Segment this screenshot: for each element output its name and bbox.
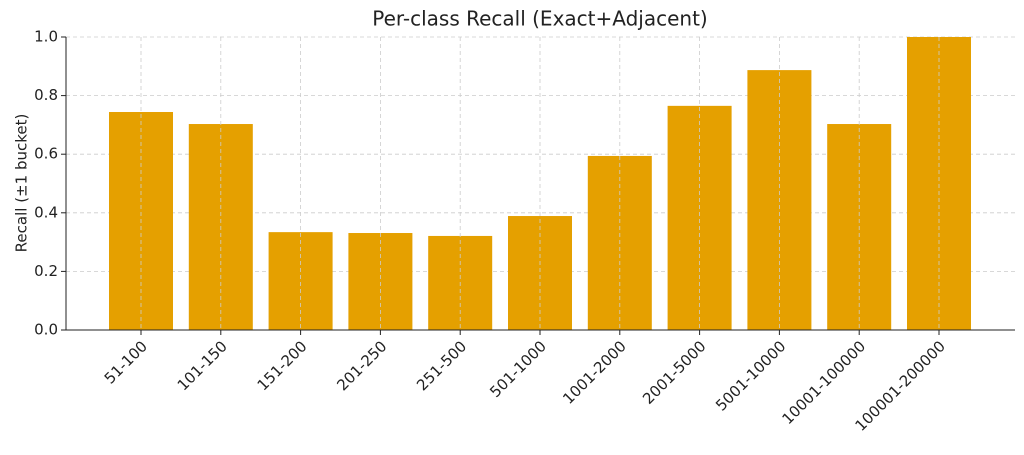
y-tick-label: 1.0 [34, 28, 58, 46]
x-tick-label: 151-200 [254, 337, 311, 394]
y-tick-label: 0.8 [34, 86, 58, 104]
y-axis-label: Recall (±1 bucket) [13, 114, 31, 253]
x-tick-label: 251-500 [413, 337, 470, 394]
x-tick-label: 101-150 [174, 337, 231, 394]
x-tick-label: 10001-100000 [778, 337, 869, 428]
chart-title: Per-class Recall (Exact+Adjacent) [372, 7, 707, 31]
x-tick-label: 201-250 [333, 337, 390, 394]
x-tick-label: 51-100 [101, 337, 151, 387]
y-tick-label: 0.6 [34, 145, 58, 163]
x-tick-label: 1001-2000 [559, 337, 630, 408]
y-tick-label: 0.4 [34, 203, 58, 221]
bar [907, 37, 971, 330]
y-tick-label: 0.0 [34, 321, 58, 339]
x-tick-label: 5001-10000 [712, 337, 789, 414]
bar [268, 232, 333, 330]
x-tick-label: 2001-5000 [639, 337, 710, 408]
y-tick-label: 0.2 [34, 262, 58, 280]
x-tick-label: 501-1000 [486, 337, 550, 401]
